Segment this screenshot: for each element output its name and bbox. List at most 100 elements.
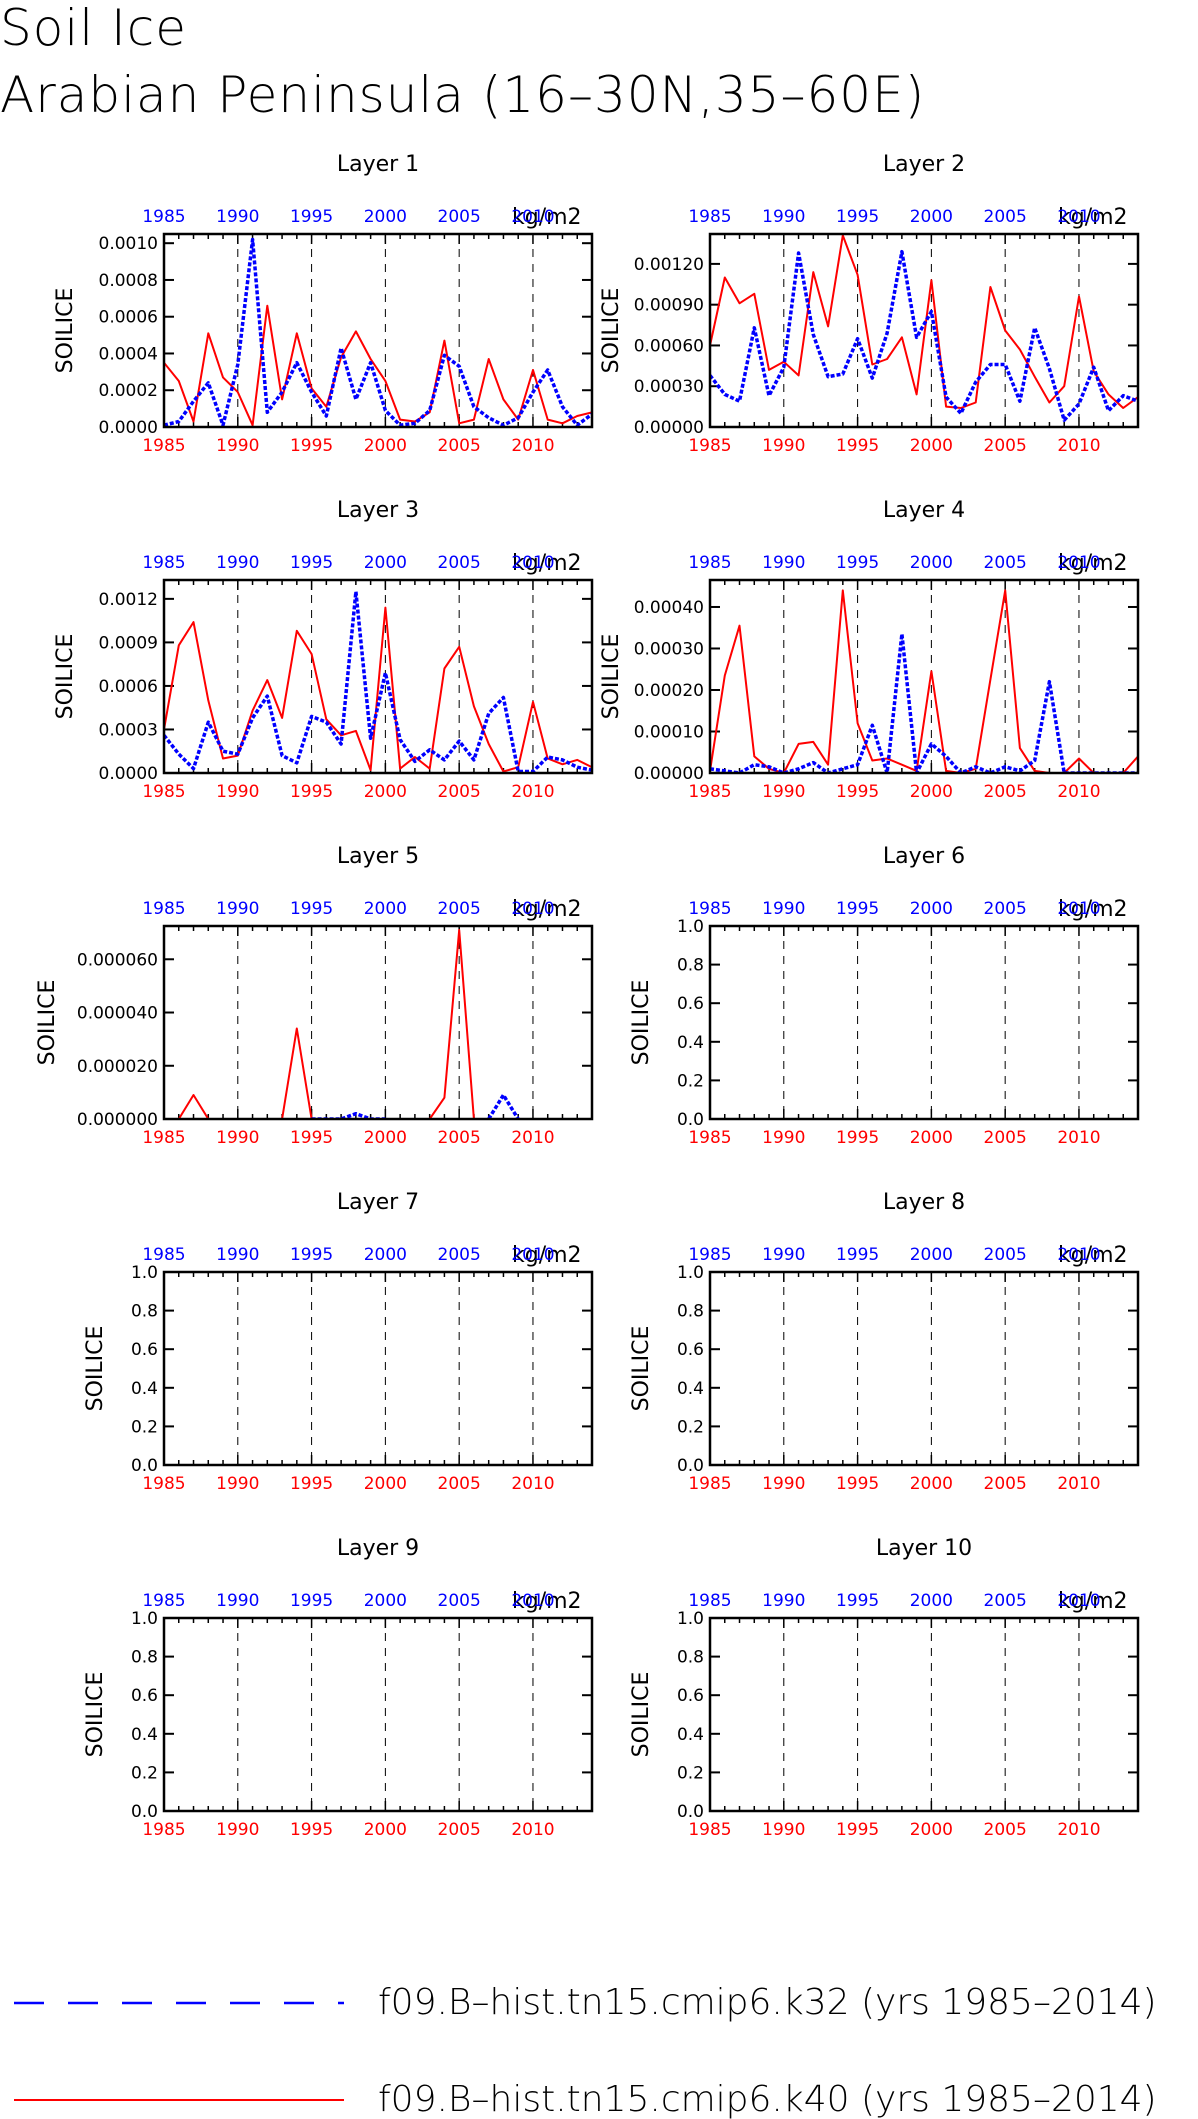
series-line-k32 bbox=[164, 237, 592, 427]
xtick-label-bottom: 1995 bbox=[290, 436, 333, 456]
xtick-label-bottom: 1985 bbox=[142, 1128, 185, 1148]
xtick-label-bottom: 1990 bbox=[762, 1474, 805, 1494]
ytick-label: 0.6 bbox=[131, 1340, 158, 1360]
ytick-label: 0.8 bbox=[131, 1302, 158, 1322]
xtick-label-top: 2010 bbox=[511, 1591, 554, 1611]
xtick-label-top: 1990 bbox=[762, 899, 805, 919]
legend-label-k32: f09.B–hist.tn15.cmip6.k32 (yrs 1985–2014… bbox=[378, 1982, 1157, 2023]
plot-frame bbox=[708, 232, 1140, 429]
xtick-label-bottom: 1985 bbox=[142, 436, 185, 456]
xtick-label-top: 2000 bbox=[364, 1591, 407, 1611]
ytick-label: 0.4 bbox=[677, 1725, 704, 1745]
xtick-label-top: 2010 bbox=[511, 899, 554, 919]
ytick-label: 1.0 bbox=[677, 1609, 704, 1629]
xtick-label-top: 2005 bbox=[438, 553, 481, 573]
ytick-label: 0.000020 bbox=[77, 1057, 158, 1077]
ylabel: SOILICE bbox=[629, 1672, 654, 1758]
ytick-label: 0.8 bbox=[677, 1302, 704, 1322]
xtick-label-top: 1990 bbox=[216, 553, 259, 573]
series-line-k40 bbox=[177, 929, 475, 1119]
series-group bbox=[177, 929, 520, 1119]
panel-5: Layer 5 kg/m2 0.000000 0.000020 0.000040 0.00… bbox=[35, 844, 594, 1148]
panel-title: Layer 7 bbox=[337, 1190, 419, 1215]
plot-frame bbox=[162, 232, 594, 429]
panel-title: Layer 4 bbox=[883, 498, 965, 523]
xtick-label-top: 2005 bbox=[984, 207, 1027, 227]
xtick-label-bottom: 1990 bbox=[762, 782, 805, 802]
ytick-label: 0.0 bbox=[677, 1802, 704, 1822]
xtick-label-bottom: 2010 bbox=[1057, 1474, 1100, 1494]
xtick-label-bottom: 1985 bbox=[142, 782, 185, 802]
panel-title: Layer 2 bbox=[883, 152, 965, 177]
xtick-label-top: 1985 bbox=[688, 207, 731, 227]
xtick-label-bottom: 2000 bbox=[910, 782, 953, 802]
panel-title: Layer 1 bbox=[337, 152, 419, 177]
xtick-label-top: 2000 bbox=[364, 1245, 407, 1265]
xtick-label-top: 1985 bbox=[142, 553, 185, 573]
xtick-label-bottom: 1985 bbox=[688, 782, 731, 802]
ytick-label: 0.00090 bbox=[634, 296, 704, 316]
xtick-label-top: 1995 bbox=[290, 899, 333, 919]
xtick-label-bottom: 2005 bbox=[438, 1474, 481, 1494]
xtick-label-bottom: 2010 bbox=[1057, 1820, 1100, 1840]
ytick-label: 0.00030 bbox=[634, 639, 704, 659]
xtick-label-top: 2010 bbox=[1057, 899, 1100, 919]
ytick-label: 0.0004 bbox=[99, 344, 158, 364]
units-label: kg/m2 bbox=[512, 551, 582, 576]
ytick-label: 0.0 bbox=[131, 1456, 158, 1476]
plot-frame bbox=[162, 578, 594, 775]
xtick-label-top: 2010 bbox=[1057, 1245, 1100, 1265]
ytick-label: 0.00040 bbox=[634, 598, 704, 618]
xtick-label-top: 1985 bbox=[688, 899, 731, 919]
ytick-label: 0.0006 bbox=[99, 677, 158, 697]
xtick-label-bottom: 2005 bbox=[984, 1474, 1027, 1494]
xtick-label-top: 1985 bbox=[142, 207, 185, 227]
xtick-label-bottom: 2010 bbox=[511, 1128, 554, 1148]
xtick-label-bottom: 2005 bbox=[438, 436, 481, 456]
xtick-label-bottom: 2005 bbox=[984, 1820, 1027, 1840]
xtick-label-top: 2000 bbox=[364, 899, 407, 919]
xtick-label-top: 1995 bbox=[290, 207, 333, 227]
units-label: kg/m2 bbox=[512, 1243, 582, 1268]
ytick-label: 0.00000 bbox=[634, 764, 704, 784]
xtick-label-top: 2000 bbox=[910, 207, 953, 227]
units-label: kg/m2 bbox=[512, 205, 582, 230]
ylabel: SOILICE bbox=[83, 1672, 108, 1758]
plot-frame bbox=[162, 924, 594, 1121]
ytick-label: 0.0 bbox=[677, 1456, 704, 1476]
ytick-label: 0.00020 bbox=[634, 681, 704, 701]
ytick-label: 0.0009 bbox=[99, 633, 158, 653]
ytick-label: 0.2 bbox=[677, 1417, 704, 1437]
xtick-label-bottom: 1995 bbox=[836, 1474, 879, 1494]
xtick-label-bottom: 2010 bbox=[511, 436, 554, 456]
xtick-label-top: 1995 bbox=[836, 899, 879, 919]
xtick-label-top: 2010 bbox=[1057, 1591, 1100, 1611]
ytick-label: 0.8 bbox=[677, 956, 704, 976]
xtick-label-bottom: 2010 bbox=[1057, 1128, 1100, 1148]
ytick-label: 1.0 bbox=[677, 917, 704, 937]
xtick-label-bottom: 2010 bbox=[511, 1474, 554, 1494]
xtick-label-top: 1990 bbox=[762, 1245, 805, 1265]
ytick-label: 0.8 bbox=[677, 1648, 704, 1668]
xtick-label-top: 1985 bbox=[142, 1591, 185, 1611]
xtick-label-bottom: 1995 bbox=[836, 782, 879, 802]
xtick-label-top: 2005 bbox=[438, 899, 481, 919]
figure-title-line-2: Arabian Peninsula (16–30N,35–60E) bbox=[0, 66, 925, 124]
xtick-label-bottom: 2005 bbox=[438, 782, 481, 802]
xtick-label-top: 2010 bbox=[511, 207, 554, 227]
xtick-label-bottom: 1985 bbox=[688, 436, 731, 456]
series-group bbox=[710, 589, 1138, 773]
units-label: kg/m2 bbox=[1058, 1243, 1128, 1268]
xtick-label-top: 1990 bbox=[216, 1245, 259, 1265]
xtick-label-top: 2010 bbox=[1057, 207, 1100, 227]
ylabel: SOILICE bbox=[53, 288, 78, 374]
ytick-label: 0.0 bbox=[677, 1110, 704, 1130]
xtick-label-bottom: 2000 bbox=[910, 1820, 953, 1840]
ytick-label: 0.6 bbox=[677, 994, 704, 1014]
xtick-label-bottom: 1990 bbox=[762, 1820, 805, 1840]
plot-frame bbox=[708, 1616, 1140, 1813]
panel-title: Layer 10 bbox=[876, 1536, 972, 1561]
xtick-label-top: 1985 bbox=[142, 1245, 185, 1265]
